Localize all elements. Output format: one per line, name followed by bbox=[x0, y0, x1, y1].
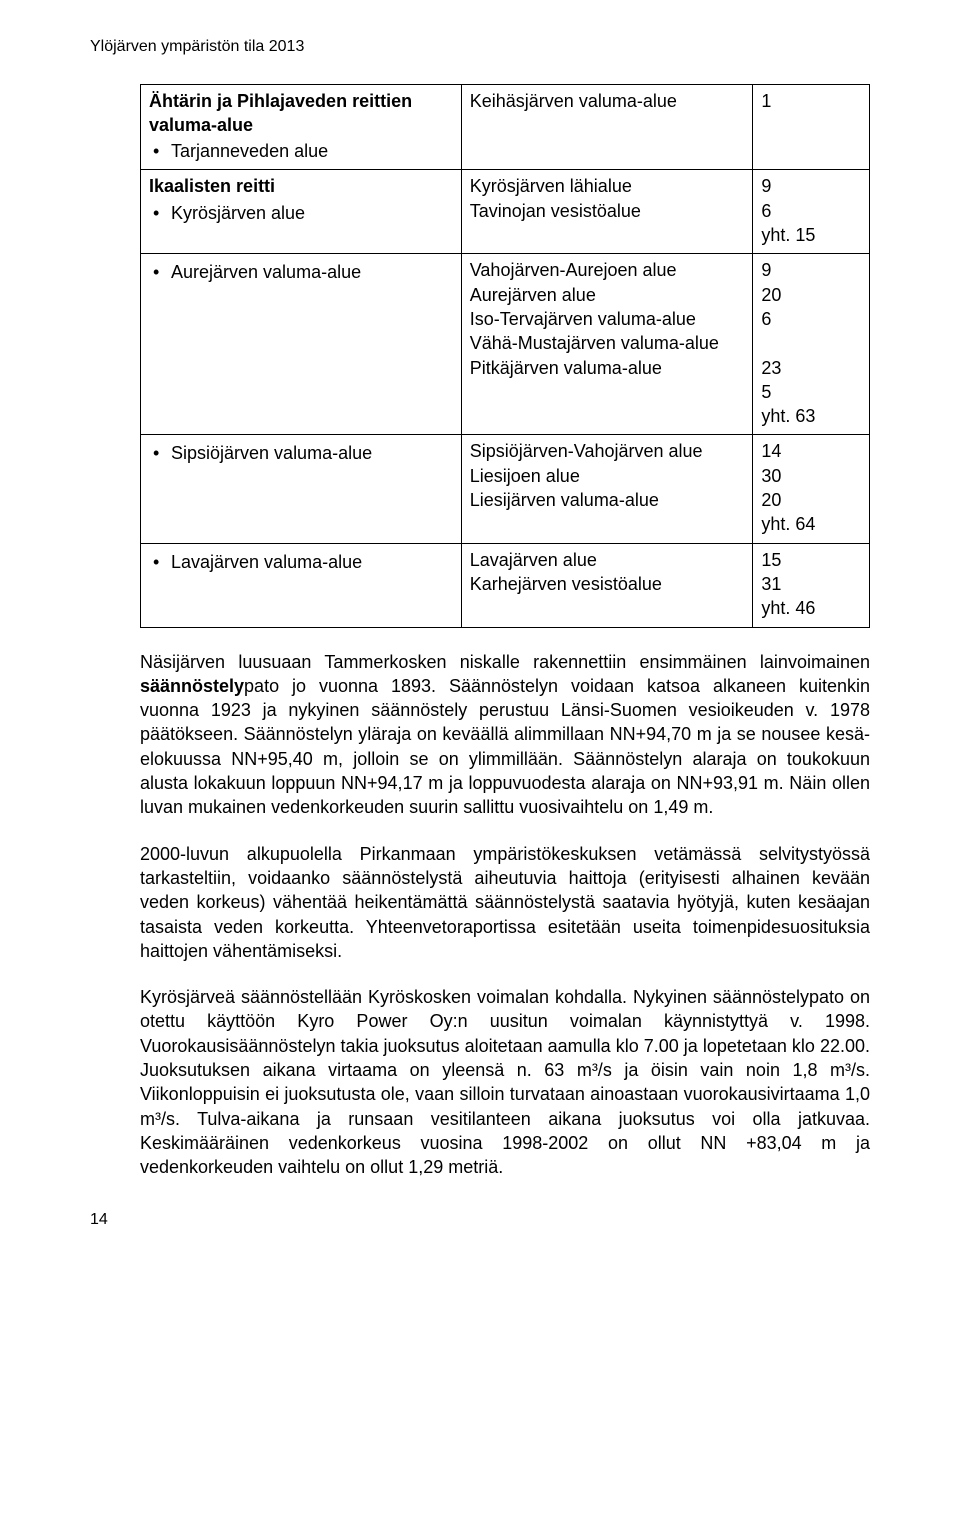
area-heading: Ikaalisten reitti bbox=[149, 174, 453, 198]
value-line: 6 bbox=[761, 307, 861, 331]
table-row: Lavajärven valuma-alue Lavajärven alueKar… bbox=[141, 543, 870, 627]
value-line: 9 bbox=[761, 258, 861, 282]
area-list: Tarjanneveden alue bbox=[149, 139, 453, 163]
p1-pre: Näsijärven luusuaan Tammerkosken niskall… bbox=[140, 652, 870, 672]
value-line: 23 bbox=[761, 356, 861, 380]
col-area: Ähtärin ja Pihlajaveden reittien valuma-… bbox=[141, 84, 462, 170]
area-heading: Ähtärin ja Pihlajaveden reittien valuma-… bbox=[149, 89, 453, 138]
value-line: 15 bbox=[761, 548, 861, 572]
subarea-line: Vähä-Mustajärven valuma-alue bbox=[470, 331, 745, 355]
col-subarea: Kyrösjärven lähialueTavinojan vesistöalu… bbox=[461, 170, 753, 254]
area-list-item: Tarjanneveden alue bbox=[171, 139, 453, 163]
col-subarea: Vahojärven-Aurejoen alueAurejärven alueI… bbox=[461, 254, 753, 435]
subarea-line: Tavinojan vesistöalue bbox=[470, 199, 745, 223]
area-list: Kyrösjärven alue bbox=[149, 201, 453, 225]
area-list-item: Aurejärven valuma-alue bbox=[171, 260, 453, 284]
col-value: 9206 235yht. 63 bbox=[753, 254, 870, 435]
subarea-line: Lavajärven alue bbox=[470, 548, 745, 572]
area-list-item: Kyrösjärven alue bbox=[171, 201, 453, 225]
subarea-line: Aurejärven alue bbox=[470, 283, 745, 307]
table-row: Sipsiöjärven valuma-alue Sipsiöjärven-Vah… bbox=[141, 435, 870, 543]
value-line: yht. 63 bbox=[761, 404, 861, 428]
subarea-line: Pitkäjärven valuma-alue bbox=[470, 356, 745, 380]
value-line: 9 bbox=[761, 174, 861, 198]
col-area: Ikaalisten reitti Kyrösjärven alue bbox=[141, 170, 462, 254]
col-area: Sipsiöjärven valuma-alue bbox=[141, 435, 462, 543]
value-line: 30 bbox=[761, 464, 861, 488]
value-line bbox=[761, 331, 861, 355]
value-line: yht. 46 bbox=[761, 596, 861, 620]
area-list: Aurejärven valuma-alue bbox=[149, 260, 453, 284]
subarea-line: Keihäsjärven valuma-alue bbox=[470, 89, 745, 113]
paragraph-3: Kyrösjärveä säännöstellään Kyröskosken v… bbox=[140, 985, 870, 1179]
value-line: 20 bbox=[761, 488, 861, 512]
value-line: 31 bbox=[761, 572, 861, 596]
col-value: 143020yht. 64 bbox=[753, 435, 870, 543]
paragraph-1: Näsijärven luusuaan Tammerkosken niskall… bbox=[140, 650, 870, 820]
page-number: 14 bbox=[90, 1209, 870, 1231]
paragraph-2: 2000-luvun alkupuolella Pirkanmaan ympär… bbox=[140, 842, 870, 963]
value-line: yht. 15 bbox=[761, 223, 861, 247]
subarea-line: Iso-Tervajärven valuma-alue bbox=[470, 307, 745, 331]
value-line: 6 bbox=[761, 199, 861, 223]
subarea-line: Karhejärven vesistöalue bbox=[470, 572, 745, 596]
subarea-line: Kyrösjärven lähialue bbox=[470, 174, 745, 198]
col-area: Lavajärven valuma-alue bbox=[141, 543, 462, 627]
area-list: Lavajärven valuma-alue bbox=[149, 550, 453, 574]
value-line: 20 bbox=[761, 283, 861, 307]
subarea-line: Vahojärven-Aurejoen alue bbox=[470, 258, 745, 282]
table-row: Ikaalisten reitti Kyrösjärven alue Kyrösjä… bbox=[141, 170, 870, 254]
subarea-line: Sipsiöjärven-Vahojärven alue bbox=[470, 439, 745, 463]
col-area: Aurejärven valuma-alue bbox=[141, 254, 462, 435]
col-subarea: Lavajärven alueKarhejärven vesistöalue bbox=[461, 543, 753, 627]
col-value: 1531yht. 46 bbox=[753, 543, 870, 627]
subarea-line: Liesijoen alue bbox=[470, 464, 745, 488]
col-subarea: Sipsiöjärven-Vahojärven alueLiesijoen al… bbox=[461, 435, 753, 543]
area-list-item: Sipsiöjärven valuma-alue bbox=[171, 441, 453, 465]
col-subarea: Keihäsjärven valuma-alue bbox=[461, 84, 753, 170]
value-line: 1 bbox=[761, 89, 861, 113]
p1-post: pato jo vuonna 1893. Säännöstelyn voidaa… bbox=[140, 676, 870, 817]
value-line: yht. 64 bbox=[761, 512, 861, 536]
catchment-table: Ähtärin ja Pihlajaveden reittien valuma-… bbox=[140, 84, 870, 628]
area-list-item: Lavajärven valuma-alue bbox=[171, 550, 453, 574]
value-line: 14 bbox=[761, 439, 861, 463]
table-row: Ähtärin ja Pihlajaveden reittien valuma-… bbox=[141, 84, 870, 170]
col-value: 1 bbox=[753, 84, 870, 170]
p1-bold: säännöstely bbox=[140, 676, 244, 696]
running-header: Ylöjärven ympäristön tila 2013 bbox=[90, 36, 870, 58]
value-line: 5 bbox=[761, 380, 861, 404]
col-value: 96yht. 15 bbox=[753, 170, 870, 254]
table-row: Aurejärven valuma-alue Vahojärven-Aurejoe… bbox=[141, 254, 870, 435]
subarea-line: Liesijärven valuma-alue bbox=[470, 488, 745, 512]
area-list: Sipsiöjärven valuma-alue bbox=[149, 441, 453, 465]
